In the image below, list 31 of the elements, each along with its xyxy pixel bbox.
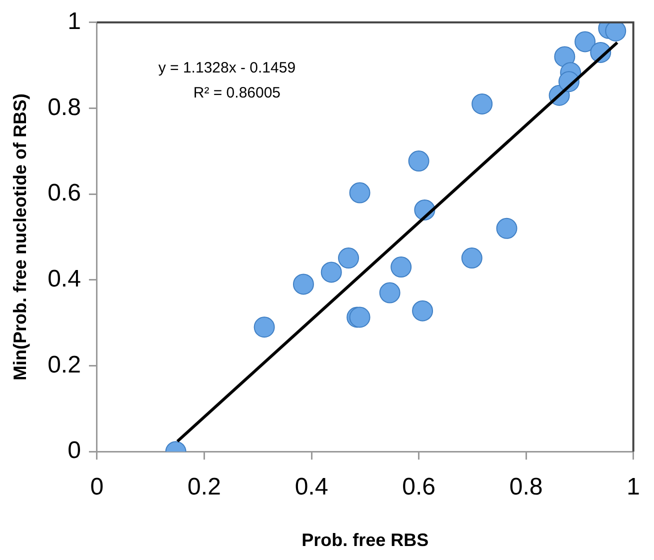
point (472, 93, 493, 114)
y-tick-label: 0.2 (48, 351, 81, 378)
point (390, 256, 412, 278)
point (379, 282, 400, 304)
point (574, 31, 596, 52)
point (461, 248, 482, 269)
point (605, 22, 626, 42)
y-tick-label: 1 (68, 8, 81, 36)
x-tick-label: 0 (90, 474, 104, 501)
annotation: R² = 0.86005 (193, 84, 281, 102)
y-axis-title: Min(Prob. free nucleotide of RBS) (10, 93, 30, 381)
x-axis-title: Prob. free RBS (302, 530, 429, 550)
y-tick-label: 0.6 (48, 180, 81, 207)
y-tick-label: 0 (68, 437, 81, 464)
x-tick-label: 0.8 (509, 474, 543, 501)
x-tick-label: 0.6 (402, 474, 436, 501)
point (408, 150, 430, 172)
annotation: y = 1.1328x - 0.1459 (158, 59, 296, 76)
x-tick-label: 0.4 (294, 474, 328, 501)
point (349, 182, 370, 204)
x-tick-label: 0.2 (188, 474, 221, 501)
y-tick-label: 0.8 (48, 94, 81, 121)
point (320, 262, 342, 283)
point (412, 300, 434, 322)
point (338, 248, 360, 269)
y-tick-label: 0.4 (48, 266, 81, 293)
x-tick-label: 1 (626, 474, 640, 501)
point (254, 316, 275, 338)
point (496, 218, 518, 239)
point (554, 46, 576, 68)
point (292, 274, 314, 295)
